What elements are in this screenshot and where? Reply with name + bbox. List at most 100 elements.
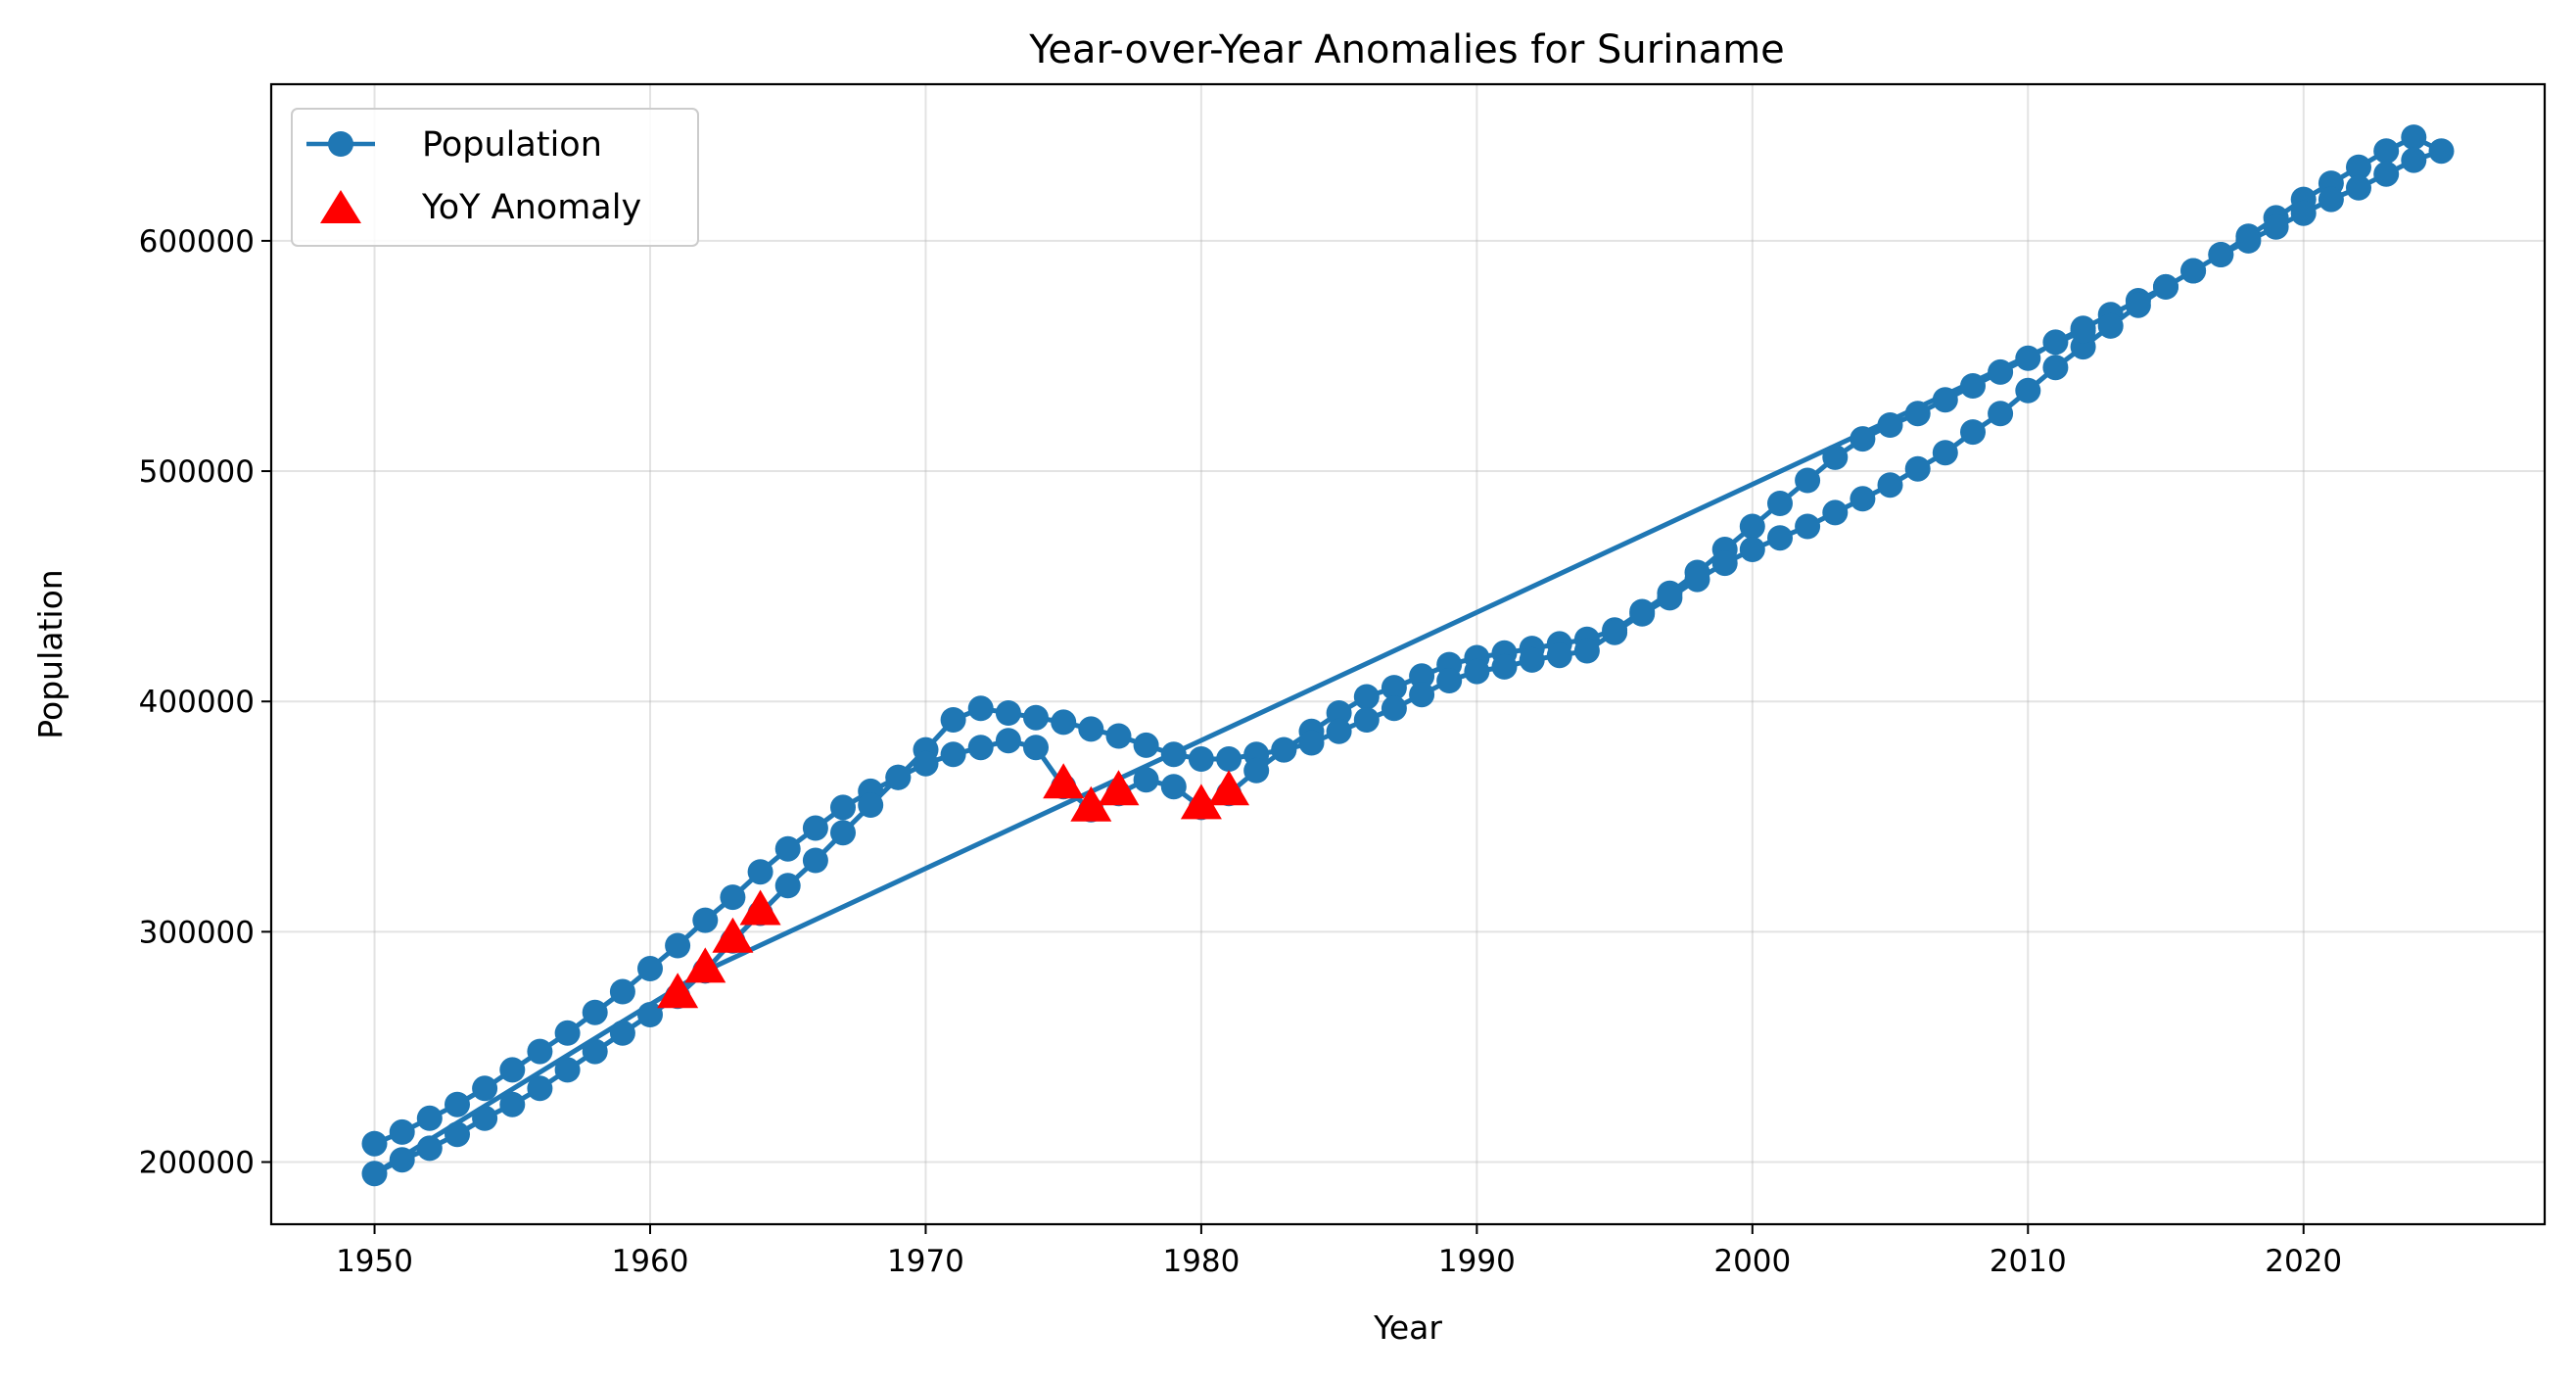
population-point [1988,358,2014,385]
population-point [1739,537,1765,562]
legend: Population YoY Anomaly [291,108,699,247]
population-point [720,884,746,911]
population-point [830,820,856,846]
population-point [995,700,1021,726]
population-point [1739,513,1765,540]
population-point [1023,704,1049,731]
population-point [1078,716,1104,742]
legend-anomaly-label: YoY Anomaly [421,188,641,227]
population-point [1795,513,1821,540]
population-point [2346,154,2371,180]
population-point [802,815,828,841]
population-point [1519,646,1545,673]
population-point [2180,258,2207,284]
population-point [1932,387,1958,413]
population-point [389,1118,415,1145]
population-point [858,792,884,818]
population-point [1629,600,1656,627]
population-point [774,873,801,899]
population-point [1353,684,1380,710]
population-point [830,794,856,821]
population-point [416,1135,443,1162]
population-point [1326,700,1352,726]
y-tick-label: 200000 [139,1146,255,1181]
population-point [1904,455,1931,482]
population-point [1298,730,1325,756]
population-point [967,695,994,722]
population-point [1904,401,1931,427]
y-tick-label: 400000 [139,685,255,720]
x-tick-label: 1970 [887,1244,964,1279]
population-point [416,1105,443,1131]
population-point [527,1038,553,1065]
population-point [1546,642,1572,669]
x-axis-label: Year [1373,1308,1442,1347]
population-point [1326,718,1352,744]
population-point [637,956,663,981]
population-point [472,1105,498,1131]
population-point [361,1130,388,1157]
population-point [1023,735,1049,761]
x-tick-label: 1960 [612,1244,689,1279]
legend-anomaly-marker [320,190,361,223]
population-point [2153,273,2178,300]
population-point [885,764,912,790]
population-point [913,750,939,777]
population-point [1188,746,1214,772]
population-point [472,1075,498,1102]
population-point [1133,732,1159,758]
population-point [995,728,1021,754]
population-point [1381,695,1407,722]
population-point [1271,737,1297,763]
population-point [1877,472,1903,499]
population-point [1573,638,1600,664]
population-point [1988,401,2014,427]
population-point [1795,467,1821,494]
population-point [665,932,691,959]
population-point [2208,242,2234,267]
population-point [1436,668,1463,693]
population-point [1464,658,1490,685]
population-point [1133,767,1159,793]
population-point [389,1147,415,1173]
population-point [582,1038,608,1065]
population-point [1657,585,1683,611]
population-point [1216,746,1242,772]
x-tick-label: 1980 [1162,1244,1240,1279]
population-point [1684,566,1710,593]
population-point [2290,200,2317,226]
population-point [2346,174,2371,201]
population-point [1822,444,1849,470]
population-point [1960,419,1986,446]
population-point [2015,377,2041,404]
population-point [609,1020,635,1046]
x-tick-label: 2010 [1990,1244,2067,1279]
population-point [1711,550,1738,577]
population-point [637,1002,663,1027]
y-tick-label: 600000 [139,224,255,260]
population-point [967,735,994,761]
y-tick-label: 300000 [139,915,255,950]
population-point [1491,653,1518,680]
population-point [1960,373,1986,399]
population-point [1051,709,1077,736]
population-point [1767,491,1793,516]
population-point [692,907,719,933]
legend-population-label: Population [422,125,602,165]
population-point [445,1091,470,1117]
population-point [499,1057,526,1083]
y-axis: 200000 300000 400000 500000 600000 [139,224,271,1181]
anomaly-point [1070,785,1112,822]
population-point [2070,317,2096,344]
population-point [774,835,801,862]
population-point [2097,312,2124,339]
population-point [554,1020,581,1046]
population-point [2428,138,2455,165]
anomaly-point [684,947,726,983]
population-point [1409,682,1435,708]
population-point [1381,675,1407,701]
anomaly-point [657,973,699,1009]
anomaly-point [1098,770,1140,806]
anomaly-point [1043,763,1085,799]
